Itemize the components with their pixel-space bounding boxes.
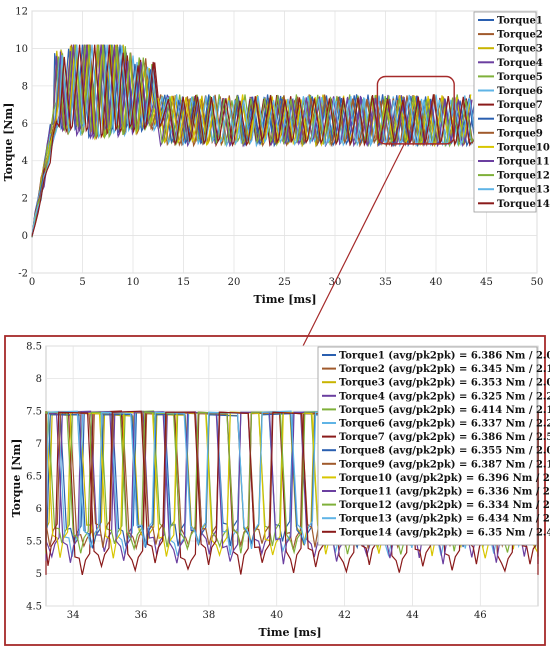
overview-series-line	[31, 44, 472, 237]
zoomed-x-tick-label: 36	[135, 610, 148, 621]
zoomed-x-tick-label: 44	[406, 610, 419, 621]
zoomed-y-tick-label: 8.5	[26, 342, 42, 353]
zoomed-y-axis-label: Torque [Nm]	[10, 439, 23, 518]
overview-legend-label: Torque1	[497, 16, 543, 27]
overview-x-tick-label: 50	[531, 277, 544, 288]
zoom-panel-frame	[4, 335, 546, 646]
overview-legend-label: Torque12	[497, 171, 550, 182]
overview-y-tick-label: -2	[18, 269, 28, 280]
zoomed-legend: Torque1 (avg/pk2pk) = 6.386 Nm / 2.085 N…	[317, 346, 550, 546]
overview-legend-label: Torque14	[497, 199, 550, 210]
overview-legend-box	[473, 11, 537, 213]
overview-y-tick-label: 12	[15, 7, 28, 18]
zoomed-x-ticks: 34 36 38 40 42 44 46	[67, 610, 487, 621]
overview-legend: Torque1 Torque2 Torque3 Torque4 Torque5 Torqu…	[473, 11, 550, 213]
overview-legend-label: Torque5	[497, 72, 543, 83]
zoomed-x-axis-label: Time [ms]	[258, 626, 321, 639]
zoomed-legend-label: Torque12 (avg/pk2pk) = 6.334 Nm / 2.218 …	[339, 500, 550, 511]
overview-legend-label: Torque11	[497, 157, 550, 168]
zoom-arrow-line	[299, 143, 405, 353]
overview-y-tick-label: 0	[22, 231, 28, 242]
zoomed-legend-box	[317, 346, 538, 546]
overview-y-tick-label: 8	[22, 81, 28, 92]
zoomed-y-tick-label: 4.5	[26, 602, 42, 613]
zoomed-legend-label: Torque7 (avg/pk2pk) = 6.386 Nm / 2.528 N…	[339, 432, 550, 443]
zoomed-y-tick-label: 8	[36, 374, 42, 385]
overview-legend-label: Torque6	[497, 86, 543, 97]
overview-legend-label: Torque10	[497, 142, 550, 153]
zoomed-legend-label: Torque3 (avg/pk2pk) = 6.353 Nm / 2.098 N…	[339, 378, 550, 389]
zoomed-legend-label: Torque1 (avg/pk2pk) = 6.386 Nm / 2.085 N…	[339, 351, 550, 362]
zoomed-legend-label: Torque5 (avg/pk2pk) = 6.414 Nm / 2.13 Nm	[339, 405, 550, 416]
zoomed-legend-label: Torque13 (avg/pk2pk) = 6.434 Nm / 2.132 …	[339, 514, 550, 525]
zoomed-legend-label: Torque8 (avg/pk2pk) = 6.355 Nm / 2.087 N…	[339, 446, 550, 457]
overview-series-line	[31, 44, 474, 237]
overview-y-tick-label: 6	[22, 119, 28, 130]
zoomed-y-tick-label: 6	[36, 504, 42, 515]
overview-x-tick-label: 20	[228, 277, 241, 288]
overview-x-tick-label: 10	[127, 277, 140, 288]
overview-x-tick-label: 0	[29, 277, 35, 288]
overview-legend-label: Torque8	[497, 114, 543, 125]
overview-y-tick-label: 10	[15, 44, 28, 55]
zoomed-x-tick-label: 46	[474, 610, 487, 621]
zoomed-legend-label: Torque9 (avg/pk2pk) = 6.387 Nm / 2.119 N…	[339, 459, 550, 470]
zoomed-legend-label: Torque10 (avg/pk2pk) = 6.396 Nm / 2.277 …	[339, 473, 550, 484]
overview-x-tick-label: 25	[278, 277, 291, 288]
zoomed-y-tick-label: 7	[36, 439, 42, 450]
overview-legend-label: Torque9	[497, 128, 543, 139]
zoomed-y-tick-label: 5	[36, 569, 42, 580]
overview-y-ticks: -2 0 2 4 6 8 10 12	[15, 7, 28, 280]
overview-x-tick-label: 40	[430, 277, 443, 288]
zoomed-x-tick-label: 42	[338, 610, 351, 621]
overview-legend-label: Torque3	[497, 44, 543, 55]
zoomed-legend-label: Torque14 (avg/pk2pk) = 6.35 Nm / 2.428 N…	[339, 527, 550, 538]
zoomed-y-tick-label: 6.5	[26, 472, 42, 483]
overview-x-tick-label: 5	[79, 277, 85, 288]
zoomed-x-tick-label: 40	[270, 610, 283, 621]
zoomed-x-tick-label: 38	[203, 610, 216, 621]
overview-legend-label: Torque7	[497, 100, 543, 111]
overview-x-ticks: 05101520253035404550	[29, 277, 544, 288]
overview-y-tick-label: 4	[22, 156, 28, 167]
zoomed-legend-label: Torque6 (avg/pk2pk) = 6.337 Nm / 2.245 N…	[339, 419, 550, 430]
overview-y-axis-label: Torque [Nm]	[2, 103, 15, 182]
zoomed-legend-label: Torque11 (avg/pk2pk) = 6.336 Nm / 2.36 N…	[339, 487, 550, 498]
zoom-region-highlight	[376, 75, 455, 145]
zoomed-y-tick-label: 5.5	[26, 537, 42, 548]
overview-series-line	[31, 44, 477, 237]
overview-x-tick-label: 35	[379, 277, 392, 288]
overview-x-axis-label: Time [ms]	[253, 293, 316, 306]
overview-x-tick-label: 15	[177, 277, 190, 288]
zoomed-y-tick-label: 7.5	[26, 407, 42, 418]
overview-legend-label: Torque13	[497, 185, 550, 196]
zoomed-y-ticks: 4.5 5 5.5 6 6.5 7 7.5 8 8.5	[26, 342, 42, 613]
zoomed-x-tick-label: 34	[67, 610, 80, 621]
zoomed-legend-label: Torque2 (avg/pk2pk) = 6.345 Nm / 2.142 N…	[339, 364, 550, 375]
overview-x-tick-label: 45	[480, 277, 493, 288]
zoomed-legend-label: Torque4 (avg/pk2pk) = 6.325 Nm / 2.26 Nm	[339, 391, 550, 402]
overview-legend-label: Torque4	[497, 58, 543, 69]
overview-y-tick-label: 2	[22, 194, 28, 205]
zoomed-chart: 4.5 5 5.5 6 6.5 7 7.5 8 8.5 34 36 38 40 42 44 46 Time …	[10, 342, 550, 640]
overview-legend-label: Torque2	[497, 30, 543, 41]
